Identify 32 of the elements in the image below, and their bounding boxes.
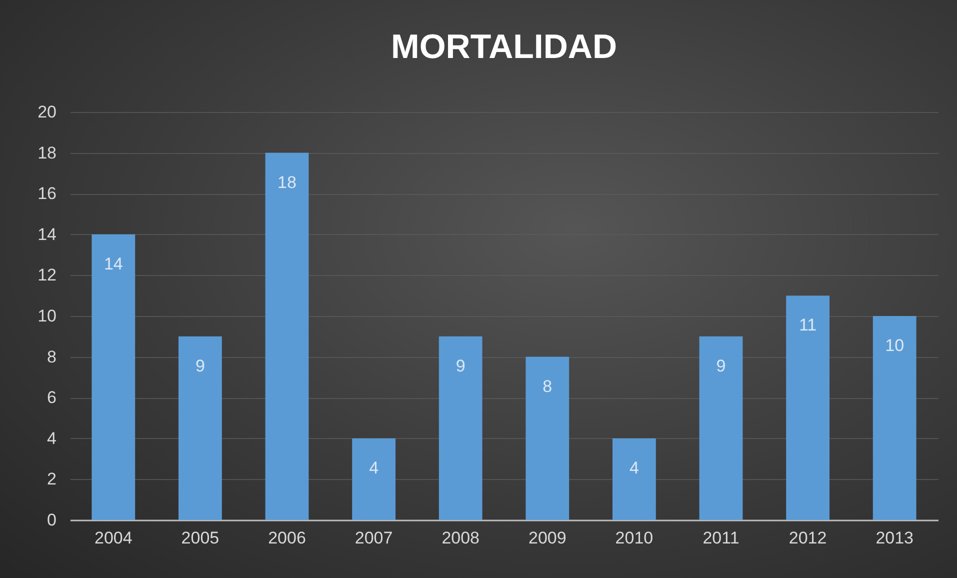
y-tick-label: 4 [47,428,56,448]
y-tick-label: 6 [47,388,56,408]
x-tick-label: 2010 [615,528,654,548]
data-label: 10 [885,336,904,355]
x-tick-label: 2009 [528,528,566,548]
data-label: 14 [104,254,123,274]
x-tick-label: 2013 [876,528,914,548]
x-tick-label: 2007 [354,528,393,548]
y-tick-label: 0 [47,510,56,530]
chart-title: MORTALIDAD [391,28,617,66]
data-label: 9 [716,356,726,376]
y-tick-label: 16 [38,184,56,204]
x-tick-label: 2012 [788,528,827,548]
y-tick-label: 10 [38,306,56,326]
data-label: 4 [629,458,639,478]
y-tick-label: 18 [38,143,56,162]
x-tick-label: 2004 [94,528,132,548]
y-tick-label: 14 [38,224,56,244]
y-tick-label: 2 [47,470,56,489]
y-tick-label: 8 [47,347,56,366]
data-label: 8 [542,376,552,396]
data-label: 9 [456,356,466,376]
x-tick-label: 2008 [442,528,480,548]
data-label: 9 [195,356,205,376]
y-tick-label: 20 [38,102,56,122]
data-label: 11 [798,316,817,335]
y-tick-label: 12 [38,266,56,285]
x-tick-label: 2005 [181,528,220,548]
data-label: 4 [369,458,379,478]
x-tick-label: 2006 [268,528,306,548]
data-label: 18 [278,172,296,192]
x-tick-label: 2011 [702,528,740,548]
